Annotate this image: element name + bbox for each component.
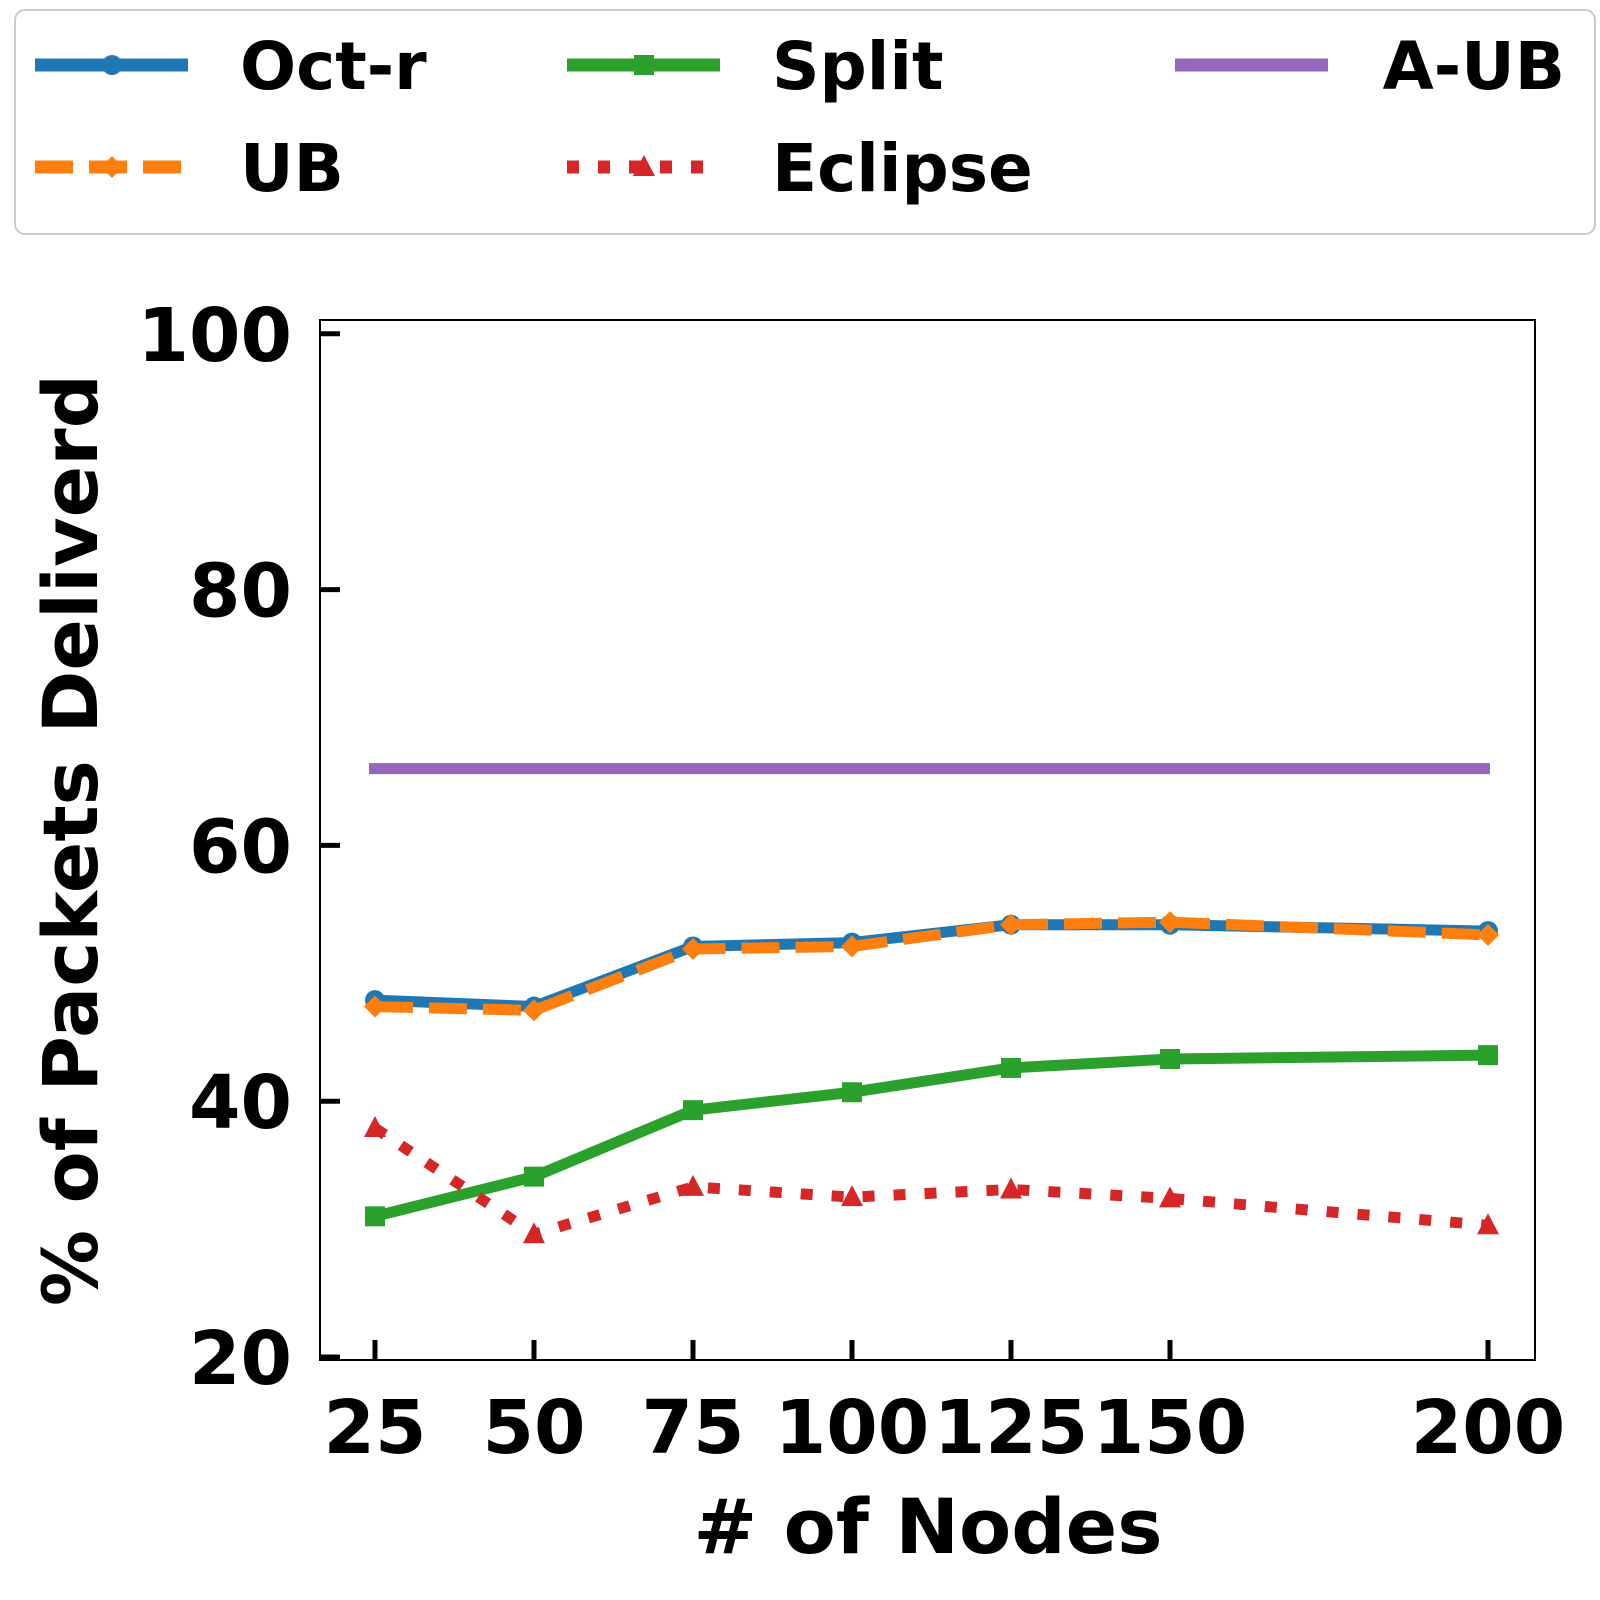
x-tick-label-150: 150: [1093, 1385, 1247, 1471]
x-tick-label-75: 75: [642, 1385, 745, 1471]
y-tick-label-80: 80: [189, 549, 292, 635]
x-tick-label-50: 50: [483, 1385, 586, 1471]
data-point-ub-125: [1000, 913, 1022, 936]
legend: Oct-r UB Split Eclipse A-UB: [35, 28, 1565, 207]
data-point-eclipse-125: [1000, 1177, 1022, 1199]
legend-marker-ub: [101, 156, 123, 178]
data-point-eclipse-25: [364, 1116, 386, 1138]
legend-label-ub: UB: [240, 130, 344, 207]
legend-marker-oct-r: [102, 55, 122, 75]
data-point-eclipse-50: [523, 1222, 545, 1244]
series-line-ub: [374, 916, 1489, 1016]
series-layer: [364, 763, 1499, 1244]
legend-label-split: Split: [772, 28, 944, 105]
data-point-ub-25: [364, 995, 386, 1018]
x-tick-label-25: 25: [324, 1385, 427, 1471]
y-tick-label-20: 20: [189, 1316, 292, 1402]
legend-label-oct-r: Oct-r: [240, 28, 427, 105]
data-point-eclipse-200: [1477, 1213, 1499, 1235]
plot-frame: [319, 319, 1536, 1361]
x-tick-label-125: 125: [934, 1385, 1088, 1471]
legend-item-oct-r: Oct-r: [35, 28, 427, 105]
data-point-ub-100: [841, 935, 863, 958]
series-split: [365, 1045, 1498, 1227]
legend-marker-eclipse: [633, 155, 655, 176]
legend-item-eclipse: Eclipse: [567, 130, 1033, 207]
x-tick-label-100: 100: [775, 1385, 929, 1471]
data-point-eclipse-100: [841, 1185, 863, 1207]
data-point-split-200: [1478, 1045, 1498, 1066]
y-axis: 20 40 60 80 100: [138, 293, 340, 1402]
y-tick-label-100: 100: [138, 293, 292, 379]
data-point-split-100: [842, 1082, 862, 1103]
data-point-split-25: [365, 1206, 385, 1227]
data-point-ub-75: [682, 937, 704, 960]
data-point-eclipse-75: [682, 1174, 704, 1196]
y-tick-label-40: 40: [189, 1060, 292, 1146]
y-tick-label-60: 60: [189, 804, 292, 890]
legend-item-a-ub: A-UB: [1175, 28, 1565, 105]
data-point-split-125: [1001, 1057, 1021, 1078]
legend-label-eclipse: Eclipse: [772, 130, 1033, 207]
y-axis-title: % of Packets Deliverd: [26, 374, 115, 1306]
data-point-split-150: [1160, 1048, 1180, 1069]
series-eclipse: [364, 1116, 1499, 1244]
x-axis-title: # of Nodes: [694, 1482, 1163, 1571]
data-point-ub-150: [1159, 911, 1181, 934]
x-tick-label-200: 200: [1411, 1385, 1565, 1471]
legend-item-split: Split: [567, 28, 944, 105]
data-point-split-50: [524, 1166, 544, 1187]
x-axis: 25 50 75 100 125 150 200: [324, 1340, 1565, 1471]
data-point-eclipse-150: [1159, 1186, 1181, 1208]
legend-label-a-ub: A-UB: [1383, 28, 1565, 105]
legend-marker-split: [634, 55, 654, 75]
data-point-split-75: [683, 1100, 703, 1121]
series-ub: [364, 911, 1499, 1022]
legend-item-ub: UB: [35, 130, 344, 207]
data-point-ub-200: [1477, 923, 1499, 946]
data-point-ub-50: [523, 999, 545, 1022]
